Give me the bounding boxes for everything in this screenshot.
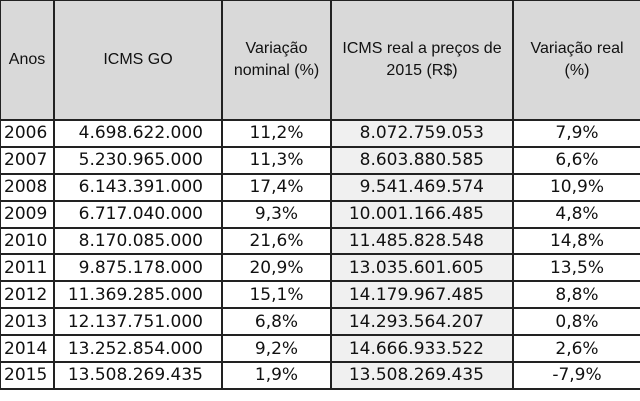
icms-go-cell: 6.717.040.000 bbox=[53, 199, 223, 229]
icms-go-cell: 6.143.391.000 bbox=[53, 172, 223, 202]
header-row: Anos ICMS GO Variação nominal (%) ICMS r… bbox=[0, 0, 640, 121]
icms-real-cell: 11.485.828.548 bbox=[330, 226, 514, 256]
table-row: 2014 13.252.854.000 9,2% 14.666.933.522 2,6% bbox=[0, 334, 640, 364]
icms-real-cell: 13.508.269.435 bbox=[330, 361, 514, 390]
icms-real-cell: 14.293.564.207 bbox=[330, 307, 514, 337]
variacao-real-cell: 0,8% bbox=[512, 307, 640, 337]
icms-go-cell: 4.698.622.000 bbox=[53, 119, 223, 148]
icms-go-cell: 12.137.751.000 bbox=[53, 307, 223, 337]
year-cell: 2008 bbox=[0, 172, 55, 202]
icms-real-cell: 10.001.166.485 bbox=[330, 199, 514, 229]
header-variacao-real: Variação real (%) bbox=[512, 0, 640, 121]
year-cell: 2015 bbox=[0, 361, 55, 390]
table-row: 2015 13.508.269.435 1,9% 13.508.269.435 -7,9… bbox=[0, 361, 640, 390]
table-row: 2008 6.143.391.000 17,4% 9.541.469.574 10,9% bbox=[0, 172, 640, 202]
icms-real-cell: 14.179.967.485 bbox=[330, 280, 514, 310]
variacao-real-cell: 8,8% bbox=[512, 280, 640, 310]
table-row: 2007 5.230.965.000 11,3% 8.603.880.585 6,6% bbox=[0, 145, 640, 175]
variacao-real-cell: 6,6% bbox=[512, 145, 640, 175]
header-anos: Anos bbox=[0, 0, 55, 121]
icms-real-cell: 9.541.469.574 bbox=[330, 172, 514, 202]
variacao-nominal-cell: 11,3% bbox=[221, 145, 332, 175]
variacao-nominal-cell: 21,6% bbox=[221, 226, 332, 256]
year-cell: 2009 bbox=[0, 199, 55, 229]
variacao-real-cell: -7,9% bbox=[512, 361, 640, 390]
table-row: 2006 4.698.622.000 11,2% 8.072.759.053 7,9% bbox=[0, 119, 640, 148]
icms-real-cell: 8.072.759.053 bbox=[330, 119, 514, 148]
variacao-nominal-cell: 17,4% bbox=[221, 172, 332, 202]
variacao-nominal-cell: 15,1% bbox=[221, 280, 332, 310]
icms-table: Anos ICMS GO Variação nominal (%) ICMS r… bbox=[0, 0, 640, 390]
year-cell: 2012 bbox=[0, 280, 55, 310]
variacao-nominal-cell: 6,8% bbox=[221, 307, 332, 337]
variacao-nominal-cell: 9,2% bbox=[221, 334, 332, 364]
table-row: 2009 6.717.040.000 9,3% 10.001.166.485 4,8% bbox=[0, 199, 640, 229]
year-cell: 2011 bbox=[0, 253, 55, 283]
icms-go-cell: 8.170.085.000 bbox=[53, 226, 223, 256]
table-row: 2011 9.875.178.000 20,9% 13.035.601.605 13,5… bbox=[0, 253, 640, 283]
icms-go-cell: 13.508.269.435 bbox=[53, 361, 223, 390]
icms-real-cell: 8.603.880.585 bbox=[330, 145, 514, 175]
header-icms-real: ICMS real a preços de 2015 (R$) bbox=[330, 0, 514, 121]
table-row: 2010 8.170.085.000 21,6% 11.485.828.548 14,8… bbox=[0, 226, 640, 256]
variacao-nominal-cell: 20,9% bbox=[221, 253, 332, 283]
year-cell: 2010 bbox=[0, 226, 55, 256]
table-row: 2012 11.369.285.000 15,1% 14.179.967.485 8,8… bbox=[0, 280, 640, 310]
year-cell: 2013 bbox=[0, 307, 55, 337]
header-icms-go: ICMS GO bbox=[53, 0, 223, 121]
year-cell: 2007 bbox=[0, 145, 55, 175]
icms-real-cell: 13.035.601.605 bbox=[330, 253, 514, 283]
variacao-real-cell: 2,6% bbox=[512, 334, 640, 364]
table-row: 2013 12.137.751.000 6,8% 14.293.564.207 0,8% bbox=[0, 307, 640, 337]
year-cell: 2014 bbox=[0, 334, 55, 364]
variacao-nominal-cell: 11,2% bbox=[221, 119, 332, 148]
variacao-real-cell: 14,8% bbox=[512, 226, 640, 256]
variacao-real-cell: 13,5% bbox=[512, 253, 640, 283]
icms-go-cell: 11.369.285.000 bbox=[53, 280, 223, 310]
variacao-nominal-cell: 9,3% bbox=[221, 199, 332, 229]
year-cell: 2006 bbox=[0, 119, 55, 148]
variacao-real-cell: 4,8% bbox=[512, 199, 640, 229]
variacao-real-cell: 7,9% bbox=[512, 119, 640, 148]
icms-go-cell: 13.252.854.000 bbox=[53, 334, 223, 364]
header-variacao-nominal: Variação nominal (%) bbox=[221, 0, 332, 121]
variacao-nominal-cell: 1,9% bbox=[221, 361, 332, 390]
icms-real-cell: 14.666.933.522 bbox=[330, 334, 514, 364]
icms-go-cell: 9.875.178.000 bbox=[53, 253, 223, 283]
icms-go-cell: 5.230.965.000 bbox=[53, 145, 223, 175]
variacao-real-cell: 10,9% bbox=[512, 172, 640, 202]
